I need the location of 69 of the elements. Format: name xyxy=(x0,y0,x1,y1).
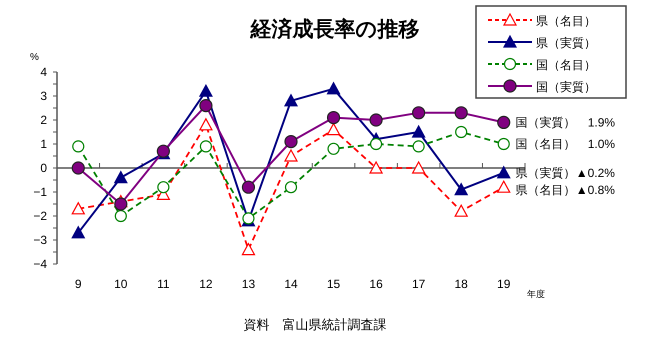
point xyxy=(72,202,85,214)
point xyxy=(284,181,298,194)
point xyxy=(114,210,127,222)
y-tick-label: −1 xyxy=(33,185,48,199)
point xyxy=(412,125,426,138)
point xyxy=(497,166,510,178)
point xyxy=(284,135,298,148)
point xyxy=(412,161,426,174)
point xyxy=(412,106,426,120)
point xyxy=(326,111,340,124)
point xyxy=(454,106,468,120)
annotation: 国（実質） 1.9% xyxy=(516,115,616,130)
y-tick-label: −4 xyxy=(33,257,48,271)
point xyxy=(200,140,212,152)
point xyxy=(327,142,340,155)
x-tick-label: 10 xyxy=(114,277,128,291)
text: 資料 富山県統計調査課 xyxy=(244,317,386,332)
annotation: 県（名目）▲0.8% xyxy=(516,182,616,197)
point xyxy=(455,126,468,138)
point xyxy=(412,140,425,152)
x-tick-label: 12 xyxy=(199,277,213,291)
point xyxy=(498,138,510,150)
x-tick-label: 16 xyxy=(369,277,384,291)
x-tick-label: 13 xyxy=(242,277,256,291)
point xyxy=(242,243,256,256)
y-tick-label: −2 xyxy=(33,209,48,223)
y-tick-label: 2 xyxy=(40,113,48,127)
legend-label: 県（名目） xyxy=(536,14,596,28)
x-tick-label: 11 xyxy=(157,277,170,291)
point xyxy=(157,181,170,194)
y-axis-title: % xyxy=(30,52,39,63)
annotation: 県（実質）▲0.2% xyxy=(516,166,616,180)
y-tick-label: 1 xyxy=(40,137,48,151)
x-tick-label: 19 xyxy=(497,277,511,291)
x-axis-title: 年度 xyxy=(527,289,545,299)
point xyxy=(284,94,298,106)
point xyxy=(72,140,84,152)
point xyxy=(114,197,128,211)
point xyxy=(242,180,256,194)
y-tick-label: −3 xyxy=(33,233,48,247)
y-tick-label: 4 xyxy=(40,65,48,79)
legend-label: 国（名目） xyxy=(536,58,596,72)
point xyxy=(284,149,298,162)
point xyxy=(497,180,510,193)
legend-label: 県（実質） xyxy=(536,36,596,50)
chart-title: 経済成長率の推移 xyxy=(250,17,420,41)
point xyxy=(326,123,340,136)
x-tick-label: 18 xyxy=(454,277,468,291)
point xyxy=(369,161,383,174)
point xyxy=(369,113,383,127)
point xyxy=(72,226,85,238)
point xyxy=(454,204,468,217)
annotation: 国（名目） 1.0% xyxy=(516,137,616,151)
x-tick-label: 9 xyxy=(74,277,82,291)
y-tick-label: 0 xyxy=(40,161,48,175)
point xyxy=(370,138,382,150)
point xyxy=(497,116,510,129)
point xyxy=(199,118,213,130)
x-tick-label: 17 xyxy=(412,277,426,291)
x-tick-label: 14 xyxy=(284,277,298,291)
legend-label: 国（実質） xyxy=(536,80,596,94)
point xyxy=(199,99,213,112)
y-tick-label: 3 xyxy=(40,89,48,103)
point xyxy=(114,171,128,184)
point xyxy=(326,82,340,94)
point xyxy=(72,161,85,175)
point xyxy=(454,183,468,196)
point xyxy=(199,84,213,97)
x-tick-label: 15 xyxy=(326,277,341,291)
